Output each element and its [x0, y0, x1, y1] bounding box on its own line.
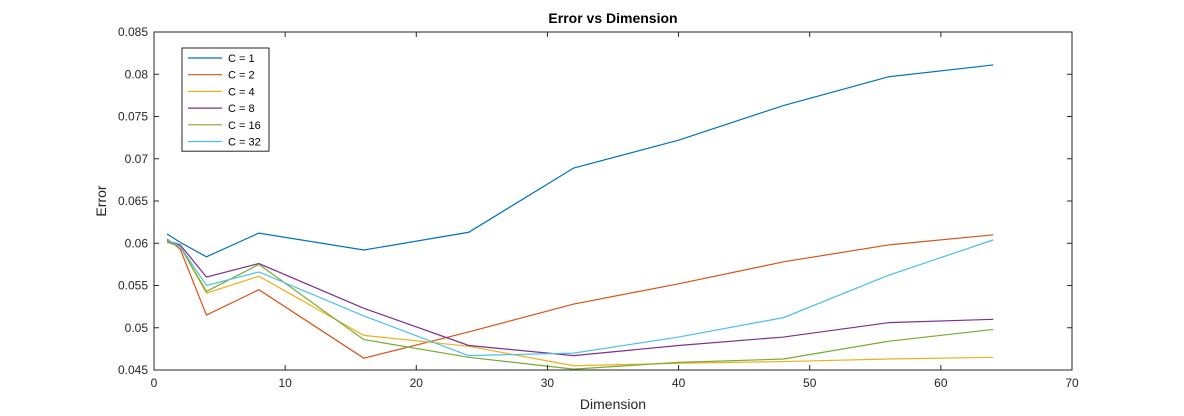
x-tick-label: 0 — [151, 376, 158, 390]
y-tick-label: 0.05 — [125, 321, 149, 335]
y-tick-label: 0.08 — [125, 67, 149, 81]
y-tick-label: 0.045 — [118, 363, 148, 377]
x-axis-label: Dimension — [580, 396, 646, 412]
x-tick-label: 10 — [278, 376, 292, 390]
series-line-4 — [166, 241, 994, 370]
legend-label-3: C = 8 — [228, 103, 255, 115]
x-tick-label: 30 — [541, 376, 555, 390]
series-line-0 — [166, 64, 994, 258]
legend-label-4: C = 16 — [228, 120, 261, 132]
series-lines — [166, 64, 994, 370]
x-tick-label: 70 — [1065, 376, 1079, 390]
series-line-1 — [166, 234, 994, 359]
y-tick-label: 0.085 — [118, 25, 148, 39]
x-tick-label: 20 — [410, 376, 424, 390]
axis-ticks: 0 10 20 30 40 50 60 70 0.045 0.05 0.055 0.06 0.065 0.… — [118, 25, 1079, 390]
y-tick-label: 0.07 — [125, 152, 149, 166]
x-tick-label: 50 — [803, 376, 817, 390]
legend-label-5: C = 32 — [228, 137, 261, 149]
y-tick-label: 0.065 — [118, 194, 148, 208]
x-tick-label: 40 — [672, 376, 686, 390]
y-tick-label: 0.06 — [125, 236, 149, 250]
series-line-5 — [166, 239, 994, 357]
series-line-3 — [166, 240, 994, 357]
legend: C = 1 C = 2 C = 4 C = 8 C = 16 C = 32 — [181, 47, 270, 152]
y-tick-label: 0.055 — [118, 279, 148, 293]
y-tick-label: 0.075 — [118, 110, 148, 124]
legend-label-0: C = 1 — [228, 53, 255, 65]
y-axis-label: Error — [93, 185, 109, 216]
plot-area — [154, 32, 1072, 370]
chart-title: Error vs Dimension — [548, 10, 677, 26]
legend-label-2: C = 4 — [228, 86, 255, 98]
legend-box — [181, 47, 270, 152]
x-tick-label: 60 — [934, 376, 948, 390]
legend-label-1: C = 2 — [228, 70, 255, 82]
